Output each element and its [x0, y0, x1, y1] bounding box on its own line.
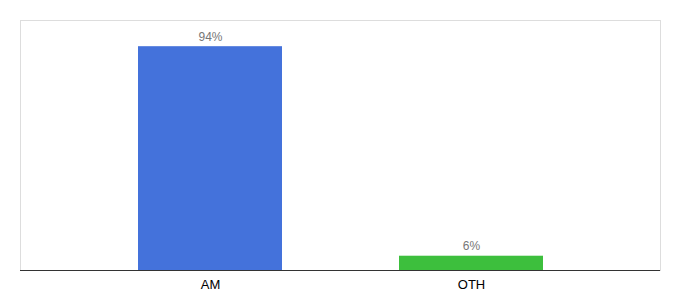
svg-text:OTH: OTH — [458, 277, 485, 292]
svg-text:AM: AM — [201, 277, 221, 292]
svg-text:94%: 94% — [198, 30, 222, 44]
svg-text:6%: 6% — [463, 239, 481, 253]
